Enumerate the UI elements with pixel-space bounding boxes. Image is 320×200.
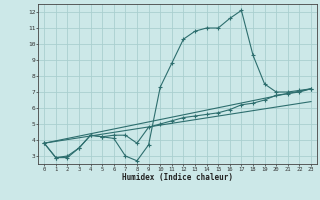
X-axis label: Humidex (Indice chaleur): Humidex (Indice chaleur) (122, 173, 233, 182)
